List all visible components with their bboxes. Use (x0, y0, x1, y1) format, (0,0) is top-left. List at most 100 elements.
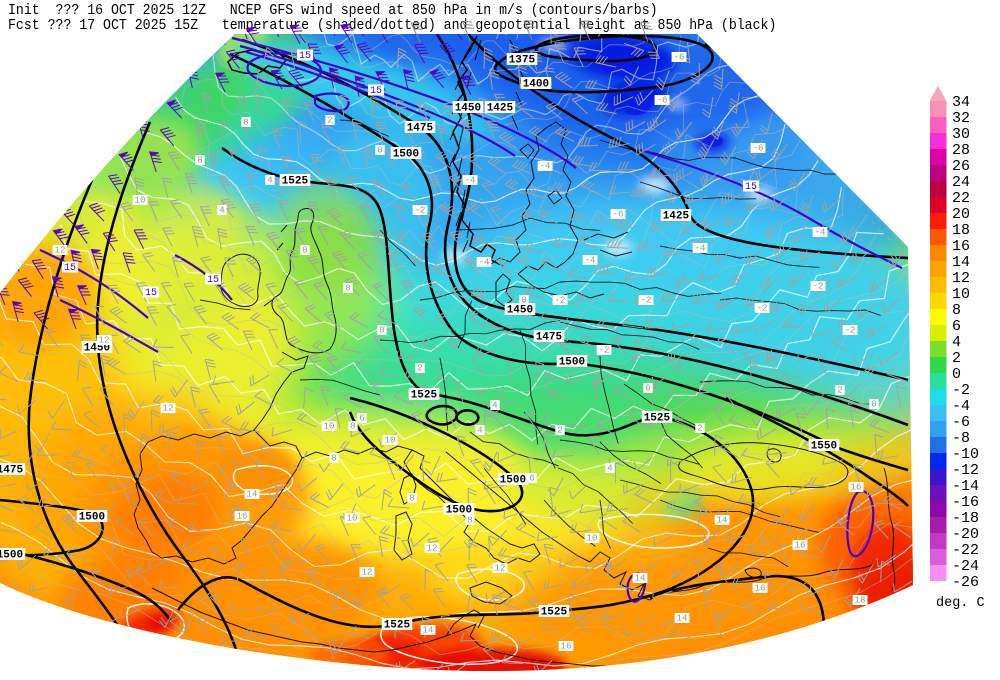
svg-text:0: 0 (521, 295, 526, 305)
svg-text:-24: -24 (952, 558, 979, 575)
svg-text:14: 14 (423, 625, 434, 635)
svg-text:1500: 1500 (0, 549, 23, 561)
svg-text:12: 12 (55, 245, 66, 255)
svg-text:1550: 1550 (811, 440, 837, 452)
svg-text:18: 18 (855, 595, 866, 605)
svg-text:1525: 1525 (384, 619, 411, 631)
svg-text:0: 0 (952, 366, 961, 383)
svg-text:14: 14 (247, 489, 258, 499)
svg-text:10: 10 (324, 421, 335, 431)
svg-text:2: 2 (697, 423, 702, 433)
svg-text:14: 14 (952, 254, 970, 271)
svg-text:0: 0 (345, 283, 350, 293)
svg-text:8: 8 (243, 117, 248, 127)
svg-text:15: 15 (64, 263, 76, 274)
svg-text:2: 2 (417, 363, 422, 373)
svg-text:1525: 1525 (282, 175, 309, 187)
svg-text:-8: -8 (952, 430, 970, 447)
svg-text:4: 4 (267, 175, 272, 185)
svg-text:0: 0 (377, 145, 382, 155)
svg-text:1475: 1475 (536, 331, 563, 343)
svg-text:-2: -2 (845, 325, 856, 335)
svg-text:8: 8 (952, 302, 961, 319)
svg-text:15: 15 (370, 86, 382, 97)
svg-text:1500: 1500 (446, 504, 472, 516)
svg-text:15: 15 (745, 182, 757, 193)
svg-text:10: 10 (952, 286, 970, 303)
svg-text:10: 10 (385, 435, 396, 445)
svg-text:10: 10 (135, 195, 146, 205)
svg-text:12: 12 (99, 335, 110, 345)
svg-text:-2: -2 (641, 295, 652, 305)
svg-text:10: 10 (587, 533, 598, 543)
svg-text:1500: 1500 (393, 148, 419, 160)
svg-text:-16: -16 (952, 494, 979, 511)
svg-text:14: 14 (635, 573, 646, 583)
svg-text:16: 16 (561, 641, 572, 651)
svg-text:6: 6 (359, 413, 364, 423)
svg-text:30: 30 (952, 126, 970, 143)
svg-text:2: 2 (327, 115, 332, 125)
svg-text:-18: -18 (952, 510, 979, 527)
svg-text:1400: 1400 (523, 78, 549, 90)
svg-text:2: 2 (557, 425, 562, 435)
svg-text:1525: 1525 (541, 606, 568, 618)
svg-text:34: 34 (952, 94, 970, 111)
svg-text:8: 8 (331, 453, 336, 463)
svg-text:14: 14 (717, 515, 728, 525)
svg-text:1450: 1450 (84, 342, 110, 354)
svg-text:0: 0 (645, 383, 650, 393)
svg-text:20: 20 (952, 206, 970, 223)
svg-text:-4: -4 (465, 175, 476, 185)
svg-text:8: 8 (409, 493, 414, 503)
svg-text:1425: 1425 (487, 102, 514, 114)
svg-text:1525: 1525 (644, 412, 671, 424)
svg-text:1500: 1500 (559, 356, 585, 368)
svg-text:-2: -2 (555, 295, 566, 305)
svg-text:-14: -14 (952, 478, 979, 495)
svg-text:8: 8 (467, 515, 472, 525)
svg-text:4: 4 (952, 334, 961, 351)
svg-text:32: 32 (952, 110, 970, 127)
svg-text:1500: 1500 (500, 474, 526, 486)
svg-text:1450: 1450 (507, 304, 533, 316)
svg-text:-6: -6 (613, 209, 624, 219)
svg-text:4: 4 (477, 425, 482, 435)
svg-text:8: 8 (197, 155, 202, 165)
svg-text:1525: 1525 (411, 389, 438, 401)
svg-text:4: 4 (607, 463, 612, 473)
svg-text:18: 18 (952, 222, 970, 239)
svg-text:-2: -2 (813, 281, 824, 291)
svg-text:-6: -6 (674, 52, 685, 62)
svg-text:8: 8 (350, 421, 355, 431)
svg-text:-2: -2 (952, 382, 970, 399)
svg-text:1425: 1425 (663, 210, 690, 222)
svg-text:16: 16 (952, 238, 970, 255)
svg-text:22: 22 (952, 190, 970, 207)
svg-text:1450: 1450 (455, 102, 481, 114)
svg-text:-2: -2 (599, 345, 610, 355)
svg-text:deg. C: deg. C (936, 596, 985, 611)
svg-text:0: 0 (871, 399, 876, 409)
svg-text:-4: -4 (695, 243, 706, 253)
svg-text:-4: -4 (540, 161, 551, 171)
svg-text:12: 12 (362, 567, 373, 577)
svg-text:28: 28 (952, 142, 970, 159)
svg-text:15: 15 (207, 275, 219, 286)
svg-text:-4: -4 (952, 398, 970, 415)
svg-text:1475: 1475 (0, 464, 24, 476)
svg-text:15: 15 (145, 288, 157, 299)
svg-text:16: 16 (851, 482, 862, 492)
svg-text:10: 10 (347, 513, 358, 523)
svg-text:-2: -2 (757, 303, 768, 313)
svg-text:1500: 1500 (79, 511, 105, 523)
svg-text:16: 16 (755, 583, 766, 593)
svg-text:-26: -26 (952, 574, 979, 591)
svg-text:26: 26 (952, 158, 970, 175)
svg-text:-4: -4 (479, 257, 490, 267)
svg-text:14: 14 (677, 613, 688, 623)
svg-text:-12: -12 (952, 462, 979, 479)
svg-text:2: 2 (952, 350, 961, 367)
svg-text:-2: -2 (415, 205, 426, 215)
svg-text:-22: -22 (952, 542, 979, 559)
